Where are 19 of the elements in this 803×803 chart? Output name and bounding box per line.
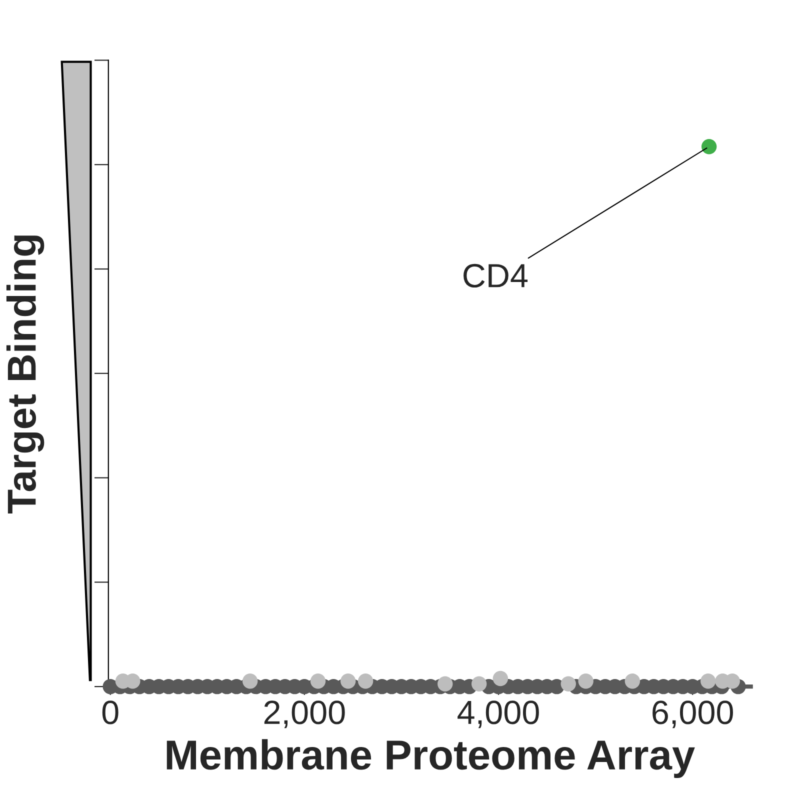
point bbox=[438, 676, 453, 692]
point bbox=[560, 676, 576, 692]
x-tick-label: 2,000 bbox=[264, 700, 345, 728]
x-tick-label: 0 bbox=[102, 700, 118, 724]
point bbox=[358, 674, 374, 689]
point bbox=[242, 674, 258, 689]
x-tick-label: 4,000 bbox=[458, 700, 539, 728]
point bbox=[340, 674, 356, 689]
x-axis-title: Membrane Proteome Array bbox=[166, 739, 695, 778]
annotation: CD4 bbox=[464, 264, 528, 288]
point bbox=[624, 674, 640, 689]
point bbox=[492, 670, 508, 686]
point bbox=[700, 674, 716, 689]
point bbox=[471, 676, 487, 692]
point bbox=[701, 139, 717, 154]
point bbox=[578, 674, 594, 689]
y-axis-title: Target Binding bbox=[6, 235, 44, 514]
point bbox=[310, 674, 326, 689]
x-tick-label: 6,000 bbox=[652, 700, 733, 728]
